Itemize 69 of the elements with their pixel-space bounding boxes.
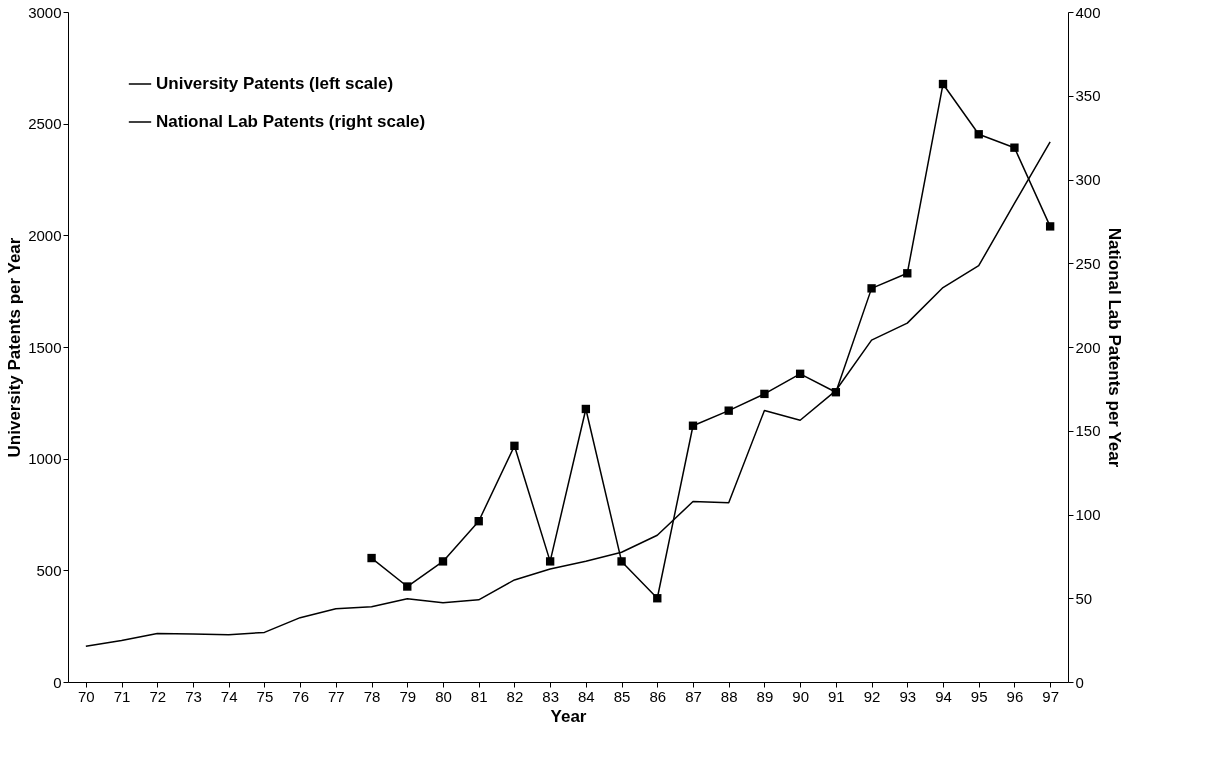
x-tick-label: 94 [935, 687, 952, 705]
point [438, 557, 448, 566]
x-tick-label: 89 [756, 687, 774, 705]
point [617, 557, 626, 566]
point [903, 269, 912, 278]
point [367, 553, 376, 563]
x-tick-label: 81 [470, 687, 488, 705]
x-tick-label: 83 [542, 687, 559, 705]
x-tick-label: 85 [613, 687, 631, 705]
y-tick-label: 2000 [28, 226, 62, 244]
y2-tick-label: 0 [1075, 673, 1084, 691]
y2-tick-label: 50 [1075, 589, 1093, 607]
x-tick-label: 97 [1042, 687, 1059, 705]
point [474, 517, 483, 526]
point [795, 369, 805, 378]
y2-tick-label: 200 [1075, 338, 1101, 356]
x-tick-label: 72 [149, 687, 167, 705]
point [1010, 143, 1019, 152]
x-tick-label: 95 [970, 687, 988, 705]
y-axis-title: University Patents per Year [5, 237, 25, 458]
legend-label: National Lab Patents (right scale) [156, 112, 426, 131]
y-tick-label: 0 [53, 673, 62, 691]
point [938, 79, 948, 89]
point [831, 388, 841, 397]
x-tick-label: 90 [792, 687, 809, 705]
x-tick-label: 78 [363, 687, 381, 705]
x-tick-label: 92 [863, 687, 881, 705]
legend-label: University Patents (left scale) [156, 74, 394, 93]
y-tick-label: 1500 [28, 338, 62, 356]
x-tick-label: 73 [185, 687, 202, 705]
point [545, 557, 555, 566]
point [760, 389, 769, 399]
x-tick-label: 74 [220, 687, 238, 705]
x-tick-label: 77 [328, 687, 345, 705]
x-tick-label: 84 [578, 687, 595, 705]
x-tick-label: 91 [828, 687, 845, 705]
y-tick-label: 3000 [28, 3, 62, 21]
point [724, 406, 733, 415]
x-tick-label: 71 [113, 687, 131, 705]
x-tick-label: 75 [256, 687, 274, 705]
x-tick-label: 79 [399, 687, 417, 705]
x-axis-title: Year [550, 706, 587, 726]
x-tick-label: 88 [720, 687, 738, 705]
y2-axis-title: National Lab Patents per Year [1104, 227, 1124, 468]
y-tick-label: 500 [36, 561, 62, 579]
point [581, 404, 591, 414]
x-tick-label: 76 [292, 687, 309, 705]
y2-tick-label: 400 [1075, 3, 1101, 21]
x-tick-label: 80 [435, 687, 452, 705]
point [688, 421, 698, 430]
point [510, 441, 519, 451]
y2-tick-label: 300 [1075, 171, 1101, 188]
y-tick-label: 1000 [28, 450, 62, 468]
x-tick-label: 82 [506, 687, 524, 705]
point [867, 284, 876, 293]
x-tick-label: 87 [685, 687, 702, 705]
point [974, 130, 983, 139]
x-tick-label: 96 [1006, 687, 1024, 705]
point [653, 594, 662, 603]
y-tick-label: 2500 [28, 115, 62, 133]
y2-tick-label: 250 [1075, 254, 1101, 272]
y2-tick-label: 150 [1075, 422, 1101, 440]
x-tick-label: 93 [899, 687, 917, 705]
x-tick-label: 70 [78, 687, 95, 705]
x-tick-label: 86 [649, 687, 667, 705]
point [1045, 222, 1055, 231]
point [403, 582, 412, 591]
y2-tick-label: 350 [1075, 87, 1101, 105]
y2-tick-label: 100 [1075, 506, 1101, 523]
